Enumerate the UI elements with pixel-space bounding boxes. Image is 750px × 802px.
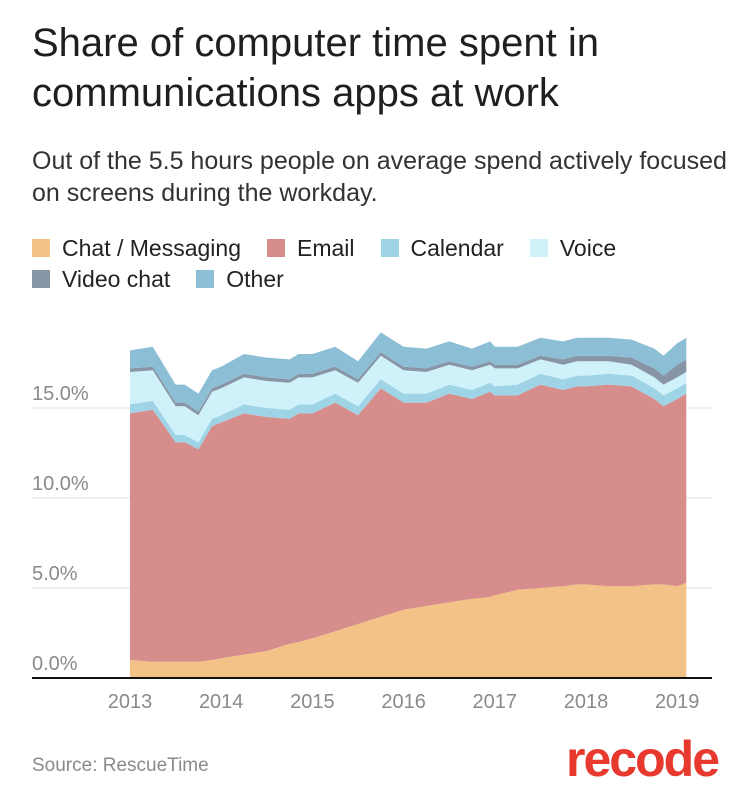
source-note: Source: RescueTime [32, 755, 209, 776]
area-email [130, 384, 687, 662]
x-tick-label: 2015 [290, 691, 335, 713]
chart-subtitle: Out of the 5.5 hours people on average s… [32, 147, 727, 207]
legend-swatch [32, 238, 50, 257]
x-tick-label: 2014 [199, 691, 244, 713]
x-tick-label: 2017 [473, 691, 518, 713]
legend-swatch [32, 269, 50, 288]
legend-label: Chat / Messaging [62, 234, 241, 261]
legend-row-2: Video chat Other [32, 263, 732, 294]
legend-row-1: Chat / Messaging Email Calendar Voice [32, 232, 732, 263]
stacked-area-chart: 0.0% 5.0% 10.0% 15.0% 2013 2014 2015 2016 2017 20… [32, 332, 712, 713]
legend-item-chat: Chat / Messaging [32, 233, 241, 263]
y-tick-label: 15.0% [32, 383, 89, 405]
y-tick-label: 0.0% [32, 653, 78, 675]
legend-label: Email [296, 234, 355, 261]
legend-item-calendar: Calendar [380, 233, 504, 263]
legend-item-other: Other [196, 264, 284, 294]
legend-swatch [196, 269, 215, 288]
legend-item-email: Email [266, 233, 355, 263]
x-tick-label: 2016 [381, 691, 426, 713]
chart-title: Share of computer time spent in communic… [32, 21, 599, 115]
legend-label: Voice [559, 234, 617, 261]
legend-swatch [380, 238, 399, 257]
area-other [130, 332, 687, 412]
area-video-chat [130, 352, 687, 416]
x-tick-label: 2019 [655, 691, 700, 713]
legend: Chat / Messaging Email Calendar Voice Vi… [32, 232, 732, 294]
y-tick-label: 5.0% [32, 563, 78, 585]
area-calendar [130, 373, 687, 450]
legend-label: Video chat [62, 265, 171, 292]
legend-swatch [529, 238, 548, 257]
area-voice [130, 355, 687, 443]
legend-swatch [266, 238, 285, 257]
legend-item-video-chat: Video chat [32, 264, 170, 294]
area-chat-messaging [130, 582, 687, 678]
recode-logo: recode [566, 731, 720, 787]
legend-label: Calendar [410, 234, 504, 261]
x-tick-label: 2018 [564, 691, 609, 713]
x-tick-label: 2013 [108, 691, 153, 713]
legend-label: Other [226, 265, 284, 292]
y-tick-label: 10.0% [32, 473, 89, 495]
legend-item-voice: Voice [529, 233, 617, 263]
